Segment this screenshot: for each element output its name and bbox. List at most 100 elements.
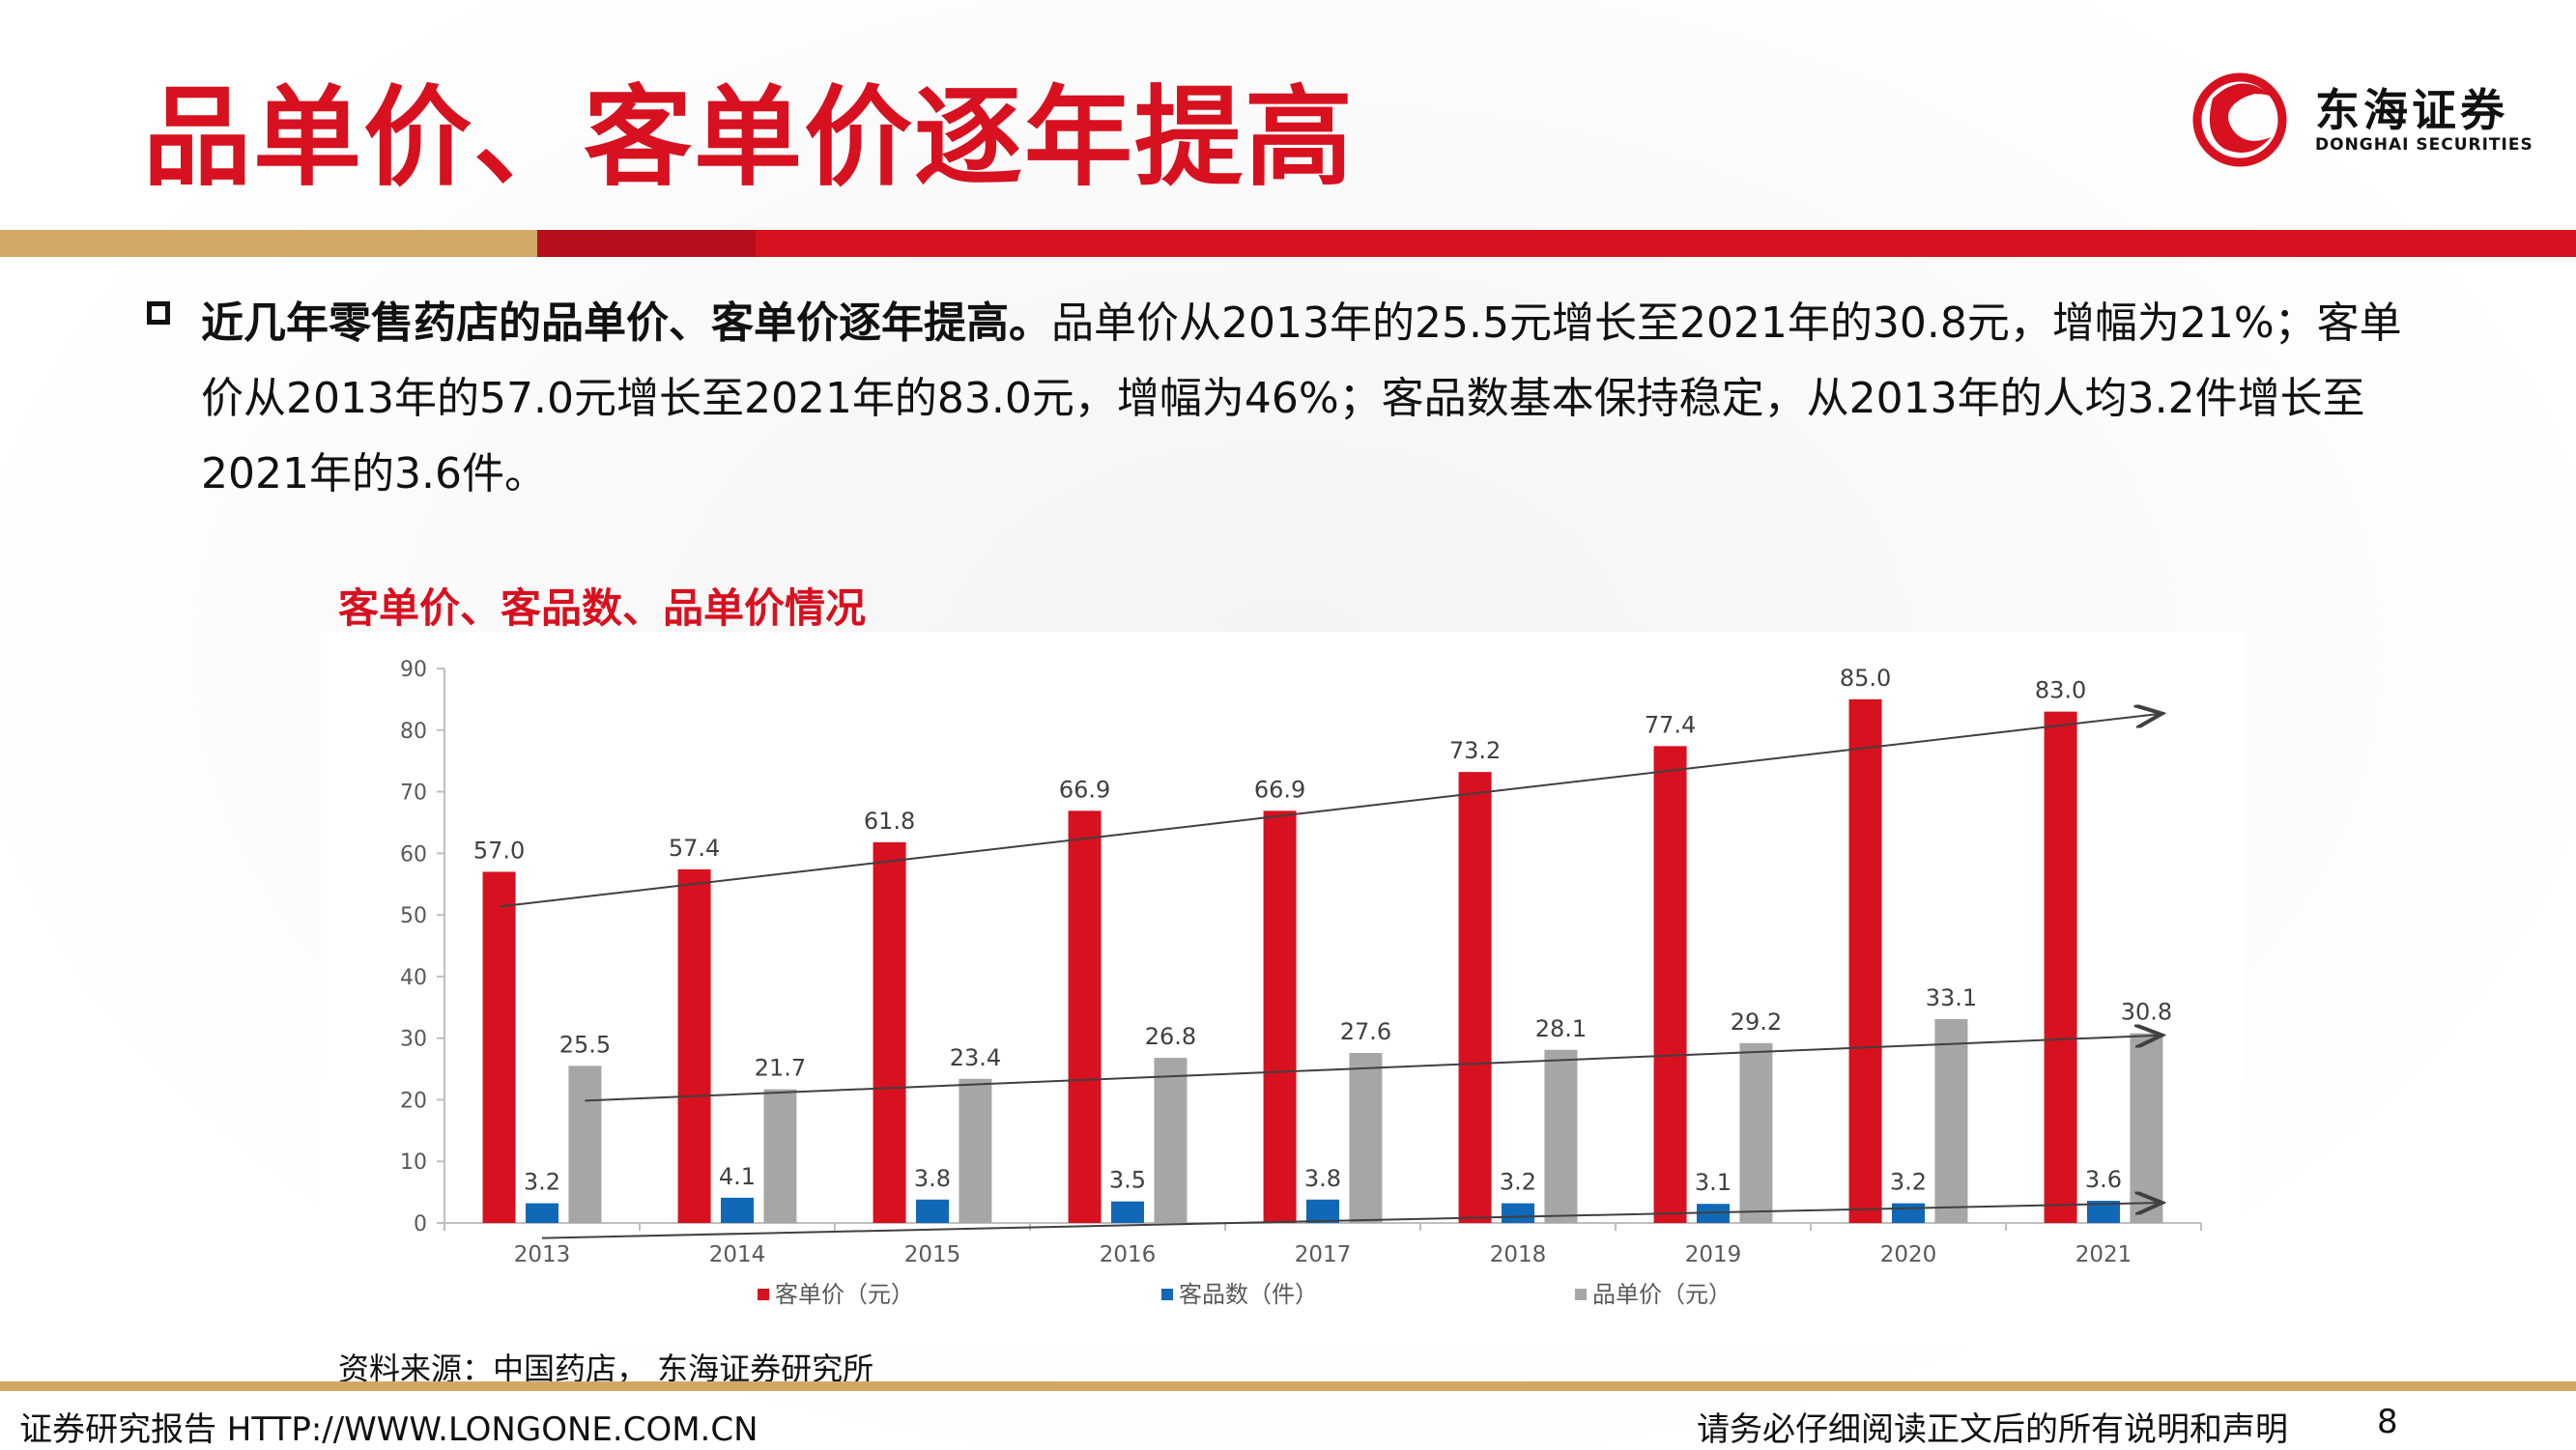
trend-arrow xyxy=(585,1036,2161,1102)
summary-text: 品单价从2013年的25.5元增长至2021年的30.8元，增幅为21%；客单价… xyxy=(201,299,2402,498)
bar-customer-price xyxy=(1068,810,1102,1223)
data-label: 73.2 xyxy=(1449,737,1501,764)
data-label: 30.8 xyxy=(2121,999,2172,1026)
x-tick-label: 2018 xyxy=(1490,1242,1547,1267)
data-label: 23.4 xyxy=(950,1044,1001,1071)
bar-chart: 0 10 20 30 40 50 60 70 80 90 2013 2014 2015 2016 2017 2… xyxy=(400,658,2202,1308)
x-tick-label: 2016 xyxy=(1100,1242,1157,1267)
trend-arrow xyxy=(541,1203,2162,1239)
y-tick-label: 70 xyxy=(400,782,427,806)
legend-label: 品单价（元） xyxy=(1592,1281,1732,1308)
bar-customer-price xyxy=(1263,810,1297,1223)
data-label: 3.8 xyxy=(1304,1165,1341,1192)
bar-item-price xyxy=(1739,1042,1773,1223)
data-label: 3.5 xyxy=(1109,1167,1146,1194)
bar-items-per-customer xyxy=(721,1197,754,1223)
y-tick-label: 20 xyxy=(400,1089,427,1113)
data-label: 61.8 xyxy=(864,808,915,835)
x-tick-label: 2014 xyxy=(709,1242,766,1267)
data-label: 3.2 xyxy=(524,1169,560,1196)
trend-arrow xyxy=(499,714,2162,908)
bar-item-price xyxy=(2130,1033,2163,1223)
bar-item-price xyxy=(1349,1052,1383,1223)
y-tick-label: 40 xyxy=(400,966,427,990)
bar-items-per-customer xyxy=(2087,1201,2120,1223)
bar-item-price xyxy=(1154,1058,1188,1223)
y-tick-label: 30 xyxy=(400,1028,427,1052)
bar-items-per-customer xyxy=(526,1203,558,1223)
summary-paragraph: 近几年零售药店的品单价、客单价逐年提高。品单价从2013年的25.5元增长至20… xyxy=(201,286,2443,512)
page-number: 8 xyxy=(2377,1403,2398,1441)
data-label: 3.1 xyxy=(1695,1169,1732,1196)
header-band-dark xyxy=(537,230,756,257)
data-label: 21.7 xyxy=(755,1055,806,1082)
footer-disclaimer: 请务必仔细阅读正文后的所有说明和声明 xyxy=(1697,1410,2288,1449)
legend-swatch xyxy=(1575,1289,1587,1300)
bar-items-per-customer xyxy=(1502,1203,1534,1223)
y-tick-label: 0 xyxy=(414,1212,427,1237)
x-tick-label: 2020 xyxy=(1880,1242,1937,1267)
bar-item-price xyxy=(1934,1018,1968,1223)
data-label: 85.0 xyxy=(1840,665,1891,692)
data-label: 66.9 xyxy=(1059,776,1110,803)
data-label: 26.8 xyxy=(1145,1023,1196,1050)
data-label: 57.0 xyxy=(473,837,525,864)
header-band-red xyxy=(756,230,2576,257)
y-tick-label: 50 xyxy=(400,904,427,928)
bar-item-price xyxy=(959,1078,992,1223)
header-band-gold xyxy=(0,230,537,257)
bullet-square-icon xyxy=(147,301,170,325)
data-label: 3.2 xyxy=(1500,1169,1536,1196)
bar-customer-price xyxy=(873,841,906,1223)
logo-text-cn: 东海证券 xyxy=(2315,84,2508,136)
data-label: 66.9 xyxy=(1254,776,1305,803)
data-label: 28.1 xyxy=(1535,1015,1587,1042)
legend-swatch xyxy=(758,1289,769,1300)
bar-item-price xyxy=(568,1066,602,1223)
bar-items-per-customer xyxy=(916,1199,949,1223)
summary-bold: 近几年零售药店的品单价、客单价逐年提高。 xyxy=(201,299,1051,348)
logo-text-en: DONGHAI SECURITIES xyxy=(2315,135,2533,155)
data-label: 83.0 xyxy=(2035,677,2086,704)
x-tick-label: 2021 xyxy=(2075,1242,2132,1267)
y-tick-label: 60 xyxy=(400,842,427,867)
footer-website: 证券研究报告 HTTP://WWW.LONGONE.COM.CN xyxy=(19,1410,758,1449)
y-tick-label: 10 xyxy=(400,1151,427,1175)
y-tick-label: 90 xyxy=(400,658,427,682)
source-note: 资料来源：中国药店， 东海证券研究所 xyxy=(338,1350,874,1387)
bar-customer-price xyxy=(1653,746,1687,1223)
chart-panel: 0 10 20 30 40 50 60 70 80 90 2013 2014 2015 2016 2017 2… xyxy=(321,632,2244,1347)
footer-line xyxy=(0,1381,2576,1391)
legend-swatch xyxy=(1161,1289,1173,1300)
bar-customer-price xyxy=(2044,711,2077,1223)
x-tick-label: 2017 xyxy=(1295,1242,1352,1267)
x-tick-label: 2013 xyxy=(514,1242,571,1267)
data-label: 33.1 xyxy=(1926,984,1977,1011)
x-tick-label: 2015 xyxy=(904,1242,961,1267)
bar-items-per-customer xyxy=(1892,1203,1925,1223)
data-label: 77.4 xyxy=(1645,711,1696,738)
bar-item-price xyxy=(763,1089,797,1223)
data-label: 57.4 xyxy=(669,835,720,862)
data-label: 4.1 xyxy=(719,1163,756,1190)
data-label: 3.2 xyxy=(1890,1169,1927,1196)
bar-customer-price xyxy=(482,871,516,1223)
bar-customer-price xyxy=(1458,772,1492,1223)
dragon-logo-icon xyxy=(2192,72,2287,167)
x-tick-label: 2019 xyxy=(1685,1242,1742,1267)
legend-label: 客品数（件） xyxy=(1179,1281,1318,1308)
bar-items-per-customer xyxy=(1306,1199,1339,1223)
data-label: 25.5 xyxy=(559,1031,611,1058)
data-label: 27.6 xyxy=(1340,1018,1391,1045)
legend-label: 客单价（元） xyxy=(775,1281,914,1308)
data-label: 3.6 xyxy=(2085,1166,2122,1193)
data-label: 29.2 xyxy=(1731,1009,1782,1036)
chart-title: 客单价、客品数、品单价情况 xyxy=(338,584,867,632)
logo: 东海证券 DONGHAI SECURITIES xyxy=(2184,60,2541,185)
bar-customer-price xyxy=(677,868,711,1223)
bar-customer-price xyxy=(1848,698,1882,1223)
data-label: 3.8 xyxy=(914,1165,951,1192)
bar-items-per-customer xyxy=(1111,1201,1144,1223)
slide-title: 品单价、客单价逐年提高 xyxy=(143,75,1355,201)
bar-item-price xyxy=(1544,1049,1578,1223)
